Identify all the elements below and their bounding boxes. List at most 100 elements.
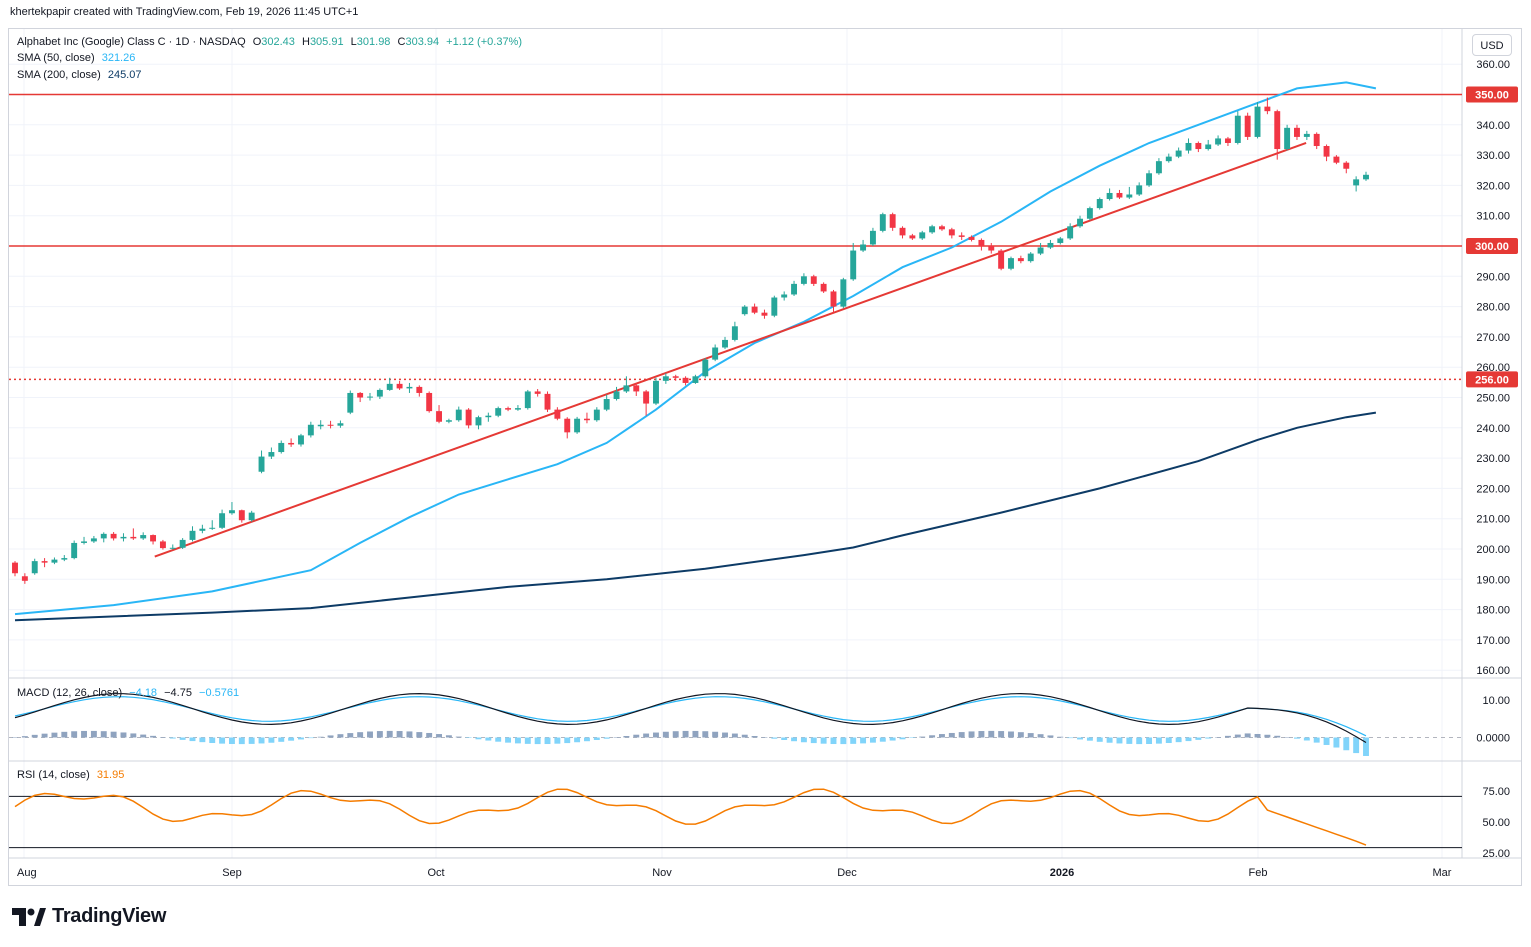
candle-body: [583, 418, 590, 421]
rsi-pane: [9, 788, 1462, 849]
candle-body: [1008, 258, 1014, 269]
macd-signal-line: [14, 696, 1367, 737]
candle-body: [100, 533, 107, 539]
price-tick-label: 220.00: [1476, 483, 1510, 495]
macd-histogram-bar: [564, 737, 571, 744]
candle-body: [712, 347, 719, 360]
price-tick-label: 270.00: [1476, 332, 1510, 344]
sma50-label: SMA (50, close): [17, 52, 95, 64]
macd-histogram-bar: [31, 734, 38, 738]
macd-histogram-bar: [505, 737, 512, 743]
macd-histogram-bar: [288, 737, 295, 741]
candle-body: [1195, 142, 1202, 150]
macd-hist-value: −0.5761: [199, 687, 240, 699]
macd-histogram-bar: [1284, 737, 1291, 738]
macd-histogram-bar: [1215, 737, 1222, 738]
macd-histogram-bar: [514, 737, 521, 744]
candle-body: [505, 408, 512, 410]
candle-body: [623, 385, 630, 392]
price-tick-label: 240.00: [1476, 423, 1510, 435]
macd-legend[interactable]: MACD (12, 26, close) −4.18 −4.75 −0.5761: [17, 687, 243, 699]
candle-body: [1057, 238, 1064, 243]
candle-body: [653, 380, 659, 404]
macd-histogram-bar: [702, 731, 709, 738]
macd-histogram-bar: [1047, 735, 1054, 738]
sma50-legend[interactable]: SMA (50, close) 321.26: [17, 52, 139, 64]
macd-histogram-bar: [524, 737, 531, 744]
macd-histogram-bar: [21, 736, 28, 738]
candle-body: [1155, 161, 1162, 174]
macd-histogram-bar: [879, 737, 886, 742]
macd-histogram-bar: [830, 737, 837, 745]
close-value: 303.94: [405, 36, 440, 48]
macd-histogram-bar: [416, 732, 423, 738]
tradingview-logo[interactable]: TradingView: [12, 905, 166, 928]
sma200-legend[interactable]: SMA (200, close) 245.07: [17, 69, 145, 81]
candle-body: [1215, 138, 1222, 145]
macd-histogram-bar: [1116, 737, 1123, 744]
macd-histogram-bar: [662, 731, 669, 738]
candle-body: [1363, 174, 1369, 180]
candle-body: [968, 236, 975, 240]
macd-histogram-bar: [396, 731, 403, 738]
symbol-name[interactable]: Alphabet Inc (Google) Class C · 1D · NAS…: [17, 36, 246, 48]
candle-body: [130, 536, 137, 539]
price-tick-label: 310.00: [1476, 211, 1510, 223]
macd-value: −4.18: [129, 687, 158, 699]
price-marker-label: 300.00: [1475, 241, 1509, 253]
candle-body: [376, 389, 383, 397]
candle-body: [761, 312, 768, 316]
sma50-value: 321.26: [101, 52, 136, 64]
macd-histogram-bar: [633, 734, 640, 738]
macd-histogram-bar: [939, 734, 945, 738]
candle-body: [1244, 115, 1251, 137]
candle-body: [1047, 242, 1054, 248]
candle-body: [278, 442, 285, 453]
macd-histogram-bar: [850, 737, 857, 744]
candle-body: [879, 214, 886, 231]
macd-pane: [9, 692, 1462, 756]
macd-line: [14, 692, 1367, 744]
candle-body: [751, 306, 758, 313]
currency-button[interactable]: USD: [1472, 34, 1512, 56]
rsi-line: [14, 788, 1367, 846]
candle-body: [90, 538, 97, 542]
macd-histogram-bar: [751, 735, 758, 738]
low-label: L: [350, 36, 357, 48]
rsi-legend[interactable]: RSI (14, close) 31.95: [17, 769, 128, 781]
candle-body: [1313, 133, 1320, 147]
price-tick-label: 360.00: [1476, 59, 1510, 71]
candle-body: [1294, 127, 1300, 137]
macd-histogram-bar: [1155, 737, 1162, 744]
macd-histogram-bar: [238, 737, 245, 745]
candle-body: [662, 376, 669, 381]
candle-body: [1254, 106, 1261, 137]
high-value: 305.91: [309, 36, 344, 48]
candle-body: [1175, 150, 1182, 157]
macd-histogram-bar: [810, 737, 817, 744]
macd-histogram-bar: [12, 737, 18, 738]
sma200-path: [14, 411, 1377, 622]
macd-histogram-bar: [554, 737, 561, 744]
macd-histogram-bar: [150, 735, 157, 738]
candle-body: [61, 558, 68, 560]
macd-histogram-bar: [1057, 736, 1064, 738]
macd-histogram-bar: [988, 730, 995, 738]
candle-body: [978, 239, 985, 246]
macd-histogram-bar: [623, 735, 630, 738]
candle-body: [110, 533, 117, 539]
macd-histogram-bar: [1244, 733, 1251, 738]
macd-histogram-bar: [1096, 737, 1103, 742]
candle-body: [544, 393, 551, 410]
macd-histogram-bar: [613, 737, 620, 738]
price-tick-label: 210.00: [1476, 514, 1510, 526]
candle-body: [1067, 226, 1074, 239]
price-tick-label: 190.00: [1476, 574, 1510, 586]
open-value: 302.43: [261, 36, 295, 48]
macd-histogram-bar: [741, 734, 748, 738]
candle-body: [386, 383, 393, 390]
sma200-label: SMA (200, close): [17, 69, 101, 81]
macd-histogram-bar: [968, 731, 975, 738]
macd-histogram-bar: [534, 737, 541, 745]
